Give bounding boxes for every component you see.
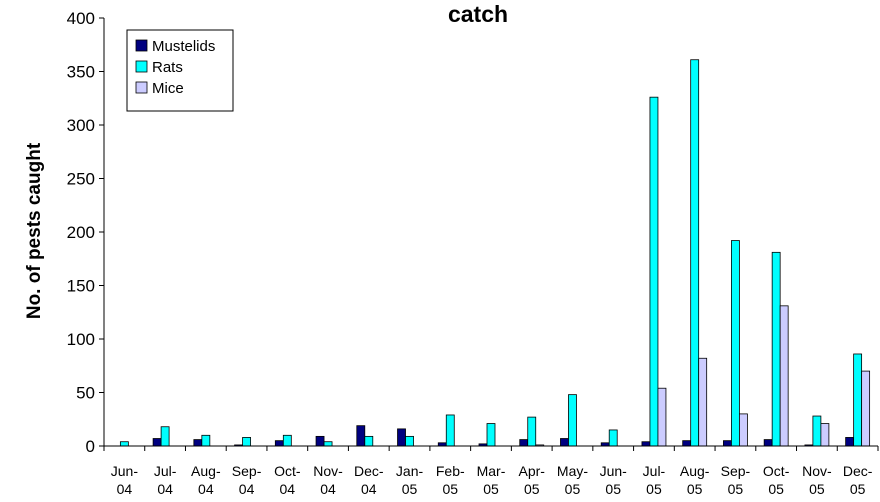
x-tick-label: Feb-05 xyxy=(436,463,465,497)
bar-mustelids-may-05 xyxy=(560,438,569,447)
bar-rats-oct-05 xyxy=(771,251,781,447)
bar-mustelids-jul-05 xyxy=(641,441,651,447)
bar-mustelids-aug-05 xyxy=(682,440,692,447)
x-tick-label: Jun-05 xyxy=(600,463,628,497)
bar-rats-dec-04 xyxy=(364,435,374,447)
x-tick-label: Nov-05 xyxy=(802,463,832,497)
y-axis-label: No. of pests caught xyxy=(24,142,45,319)
bar-mice-dec-05 xyxy=(861,370,871,447)
x-tick-label: Sep-04 xyxy=(232,463,262,497)
x-tick-label: Jul-05 xyxy=(643,463,666,497)
x-tick-label: Dec-05 xyxy=(843,463,873,497)
x-tick-label: Sep-05 xyxy=(721,463,751,497)
bar-mustelids-oct-05 xyxy=(763,439,773,447)
chart-title: catch xyxy=(448,1,508,27)
y-tick-label: 250 xyxy=(67,170,95,189)
bar-rats-aug-05 xyxy=(690,59,700,447)
y-tick-label: 300 xyxy=(67,116,95,135)
legend-swatch-mustelids xyxy=(135,39,148,52)
y-tick-label: 100 xyxy=(67,330,95,349)
bar-mustelids-dec-04 xyxy=(356,425,366,447)
y-tick-label: 200 xyxy=(67,223,95,242)
bar-rats-aug-04 xyxy=(201,434,211,447)
bar-mustelids-nov-04 xyxy=(315,435,325,447)
legend-swatch-mice xyxy=(135,81,148,94)
x-tick-label: Nov-04 xyxy=(313,463,343,497)
bar-rats-oct-04 xyxy=(282,434,292,447)
bar-rats-jun-05 xyxy=(608,429,618,447)
x-tick-label: Oct-04 xyxy=(274,463,301,497)
bar-rats-feb-05 xyxy=(445,414,455,447)
legend: Mustelids Rats Mice xyxy=(126,29,234,112)
x-tick-label: Jul-04 xyxy=(154,463,177,497)
bar-mice-aug-05 xyxy=(698,357,708,447)
bar-rats-sep-05 xyxy=(731,240,740,447)
bar-rats-nov-05 xyxy=(812,415,822,447)
y-axis-ticks: 0 50 100 150 200 250 300 350 400 xyxy=(67,9,104,456)
y-tick-label: 150 xyxy=(67,277,95,296)
bar-mustelids-sep-05 xyxy=(723,440,732,447)
bar-rats-apr-05 xyxy=(527,416,537,447)
bar-mustelids-aug-04 xyxy=(193,439,203,447)
x-tick-label: Aug-04 xyxy=(191,463,221,497)
bar-rats-jun-04 xyxy=(119,441,129,447)
bar-rats-jan-05 xyxy=(405,435,414,447)
bar-mustelids-oct-04 xyxy=(274,440,284,447)
x-axis-ticks: Jun-04 Jul-04 Aug-04 Sep-04 Oct-04 Nov-04 Dec-… xyxy=(103,446,879,497)
x-tick-label: Oct-05 xyxy=(763,463,790,497)
bar-mustelids-jul-04 xyxy=(152,438,162,447)
bar-mustelids-apr-05 xyxy=(519,439,529,447)
x-tick-label: Aug-05 xyxy=(680,463,710,497)
legend-label-mustelids: Mustelids xyxy=(152,38,215,55)
bar-rats-jul-05 xyxy=(649,96,659,447)
x-tick-label: May-05 xyxy=(557,463,588,497)
legend-swatch-rats xyxy=(135,60,148,73)
bar-mice-nov-05 xyxy=(820,423,830,447)
bar-mustelids-jan-05 xyxy=(397,428,406,447)
y-tick-label: 0 xyxy=(86,437,95,456)
x-tick-label: Jun-04 xyxy=(111,463,139,497)
bar-mice-oct-05 xyxy=(779,305,789,447)
x-tick-label: Jan-05 xyxy=(396,463,424,497)
bar-mustelids-dec-05 xyxy=(845,437,855,447)
bars-group xyxy=(119,59,871,447)
y-tick-label: 400 xyxy=(67,9,95,28)
bar-mice-sep-05 xyxy=(739,413,748,447)
y-tick-label: 50 xyxy=(76,384,95,403)
bar-rats-may-05 xyxy=(568,394,577,447)
bar-rats-sep-04 xyxy=(242,437,251,447)
bar-rats-jul-04 xyxy=(160,426,170,447)
legend-label-rats: Rats xyxy=(152,59,183,76)
x-tick-label: Dec-04 xyxy=(354,463,384,497)
bar-rats-mar-05 xyxy=(486,423,496,447)
bar-mice-jul-05 xyxy=(657,387,667,447)
bar-rats-nov-04 xyxy=(323,441,333,447)
y-tick-label: 350 xyxy=(67,63,95,82)
legend-label-mice: Mice xyxy=(152,80,184,97)
x-tick-label: Mar-05 xyxy=(477,463,506,497)
bar-rats-dec-05 xyxy=(853,353,863,447)
x-tick-label: Apr-05 xyxy=(519,463,546,497)
